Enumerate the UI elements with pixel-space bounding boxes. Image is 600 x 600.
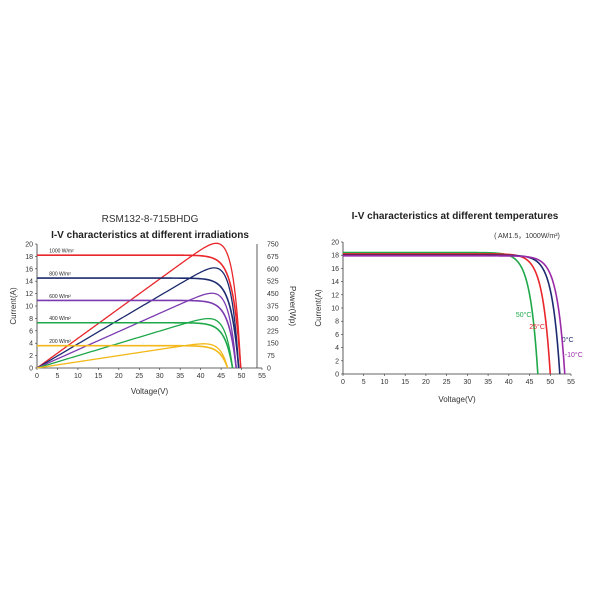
left-iv-curve bbox=[37, 344, 229, 369]
left-series-label: 600 W/m² bbox=[49, 294, 71, 300]
left-iv-curve bbox=[37, 299, 238, 369]
right-series-label: 0°C bbox=[562, 336, 574, 344]
right-x-tick-label: 10 bbox=[381, 379, 389, 386]
right-y-axis-label: Current(A) bbox=[314, 289, 323, 327]
left-iv-curve bbox=[37, 254, 242, 369]
left-y-tick-label: 0 bbox=[29, 366, 33, 373]
right-y-tick-label: 12 bbox=[331, 292, 339, 299]
left-y-tick-label: 10 bbox=[25, 304, 33, 311]
left-power-curve bbox=[36, 317, 234, 369]
right-x-tick-label: 35 bbox=[484, 379, 492, 386]
left-y2-tick-label: 225 bbox=[267, 328, 279, 335]
left-x-tick-label: 25 bbox=[135, 373, 143, 380]
right-y-tick-label: 20 bbox=[331, 240, 339, 247]
right-x-tick-label: 15 bbox=[401, 379, 409, 386]
left-x-tick-label: 30 bbox=[156, 373, 164, 380]
right-x-tick-label: 50 bbox=[546, 379, 554, 386]
left-chart-title: I-V characteristics at different irradia… bbox=[51, 230, 249, 241]
right-y-tick-label: 8 bbox=[335, 319, 339, 326]
left-y-tick-label: 18 bbox=[25, 254, 33, 261]
left-y2-tick-label: 150 bbox=[267, 341, 279, 348]
left-power-curve bbox=[36, 242, 242, 369]
left-power-curve bbox=[36, 292, 237, 369]
right-x-tick-label: 30 bbox=[463, 379, 471, 386]
right-x-axis-label: Voltage(V) bbox=[438, 395, 476, 404]
left-y-axis-label: Current(A) bbox=[9, 287, 18, 325]
right-y-tick-label: 2 bbox=[335, 358, 339, 365]
left-x-tick-label: 40 bbox=[197, 373, 205, 380]
left-y-tick-label: 6 bbox=[29, 328, 33, 335]
left-y2-tick-label: 0 bbox=[267, 366, 271, 373]
left-y2-tick-label: 600 bbox=[267, 266, 279, 273]
left-y-tick-label: 16 bbox=[25, 266, 33, 273]
right-x-tick-label: 40 bbox=[505, 379, 513, 386]
left-y-tick-label: 4 bbox=[29, 341, 33, 348]
left-y2-tick-label: 750 bbox=[267, 242, 279, 249]
right-y-tick-label: 0 bbox=[335, 372, 339, 379]
left-y-tick-label: 8 bbox=[29, 316, 33, 323]
right-y-tick-label: 18 bbox=[331, 253, 339, 260]
left-series-label: 400 W/m² bbox=[49, 316, 71, 322]
left-iv-curve bbox=[37, 321, 234, 369]
left-series-label: 1000 W/m² bbox=[49, 249, 74, 255]
left-y-tick-label: 2 bbox=[29, 353, 33, 360]
left-x-tick-label: 45 bbox=[217, 373, 225, 380]
left-x-tick-label: 5 bbox=[56, 373, 60, 380]
right-chart-title: I-V characteristics at different tempera… bbox=[352, 211, 559, 222]
left-series-label: 200 W/m² bbox=[49, 339, 71, 345]
left-x-axis-label: Voltage(V) bbox=[131, 387, 169, 396]
left-y-tick-label: 20 bbox=[25, 242, 33, 249]
left-x-tick-label: 0 bbox=[35, 373, 39, 380]
left-y2-axis-label: Power(Wp) bbox=[288, 286, 297, 326]
right-x-tick-label: 25 bbox=[443, 379, 451, 386]
right-series-label: 50°C bbox=[516, 311, 532, 319]
right-y-tick-label: 6 bbox=[335, 332, 339, 339]
left-series-label: 800 W/m² bbox=[49, 272, 71, 278]
left-iv-curve bbox=[37, 277, 240, 369]
right-series-label: -10°C bbox=[565, 351, 583, 359]
right-iv-curve bbox=[343, 251, 539, 375]
left-y2-tick-label: 300 bbox=[267, 316, 279, 323]
left-y2-tick-label: 675 bbox=[267, 254, 279, 261]
left-y2-tick-label: 375 bbox=[267, 304, 279, 311]
left-x-tick-label: 20 bbox=[115, 373, 123, 380]
right-y-tick-label: 4 bbox=[335, 345, 339, 352]
right-series-label: 25°C bbox=[529, 323, 545, 331]
left-y2-tick-label: 450 bbox=[267, 291, 279, 298]
left-x-tick-label: 10 bbox=[74, 373, 82, 380]
left-y2-tick-label: 525 bbox=[267, 279, 279, 286]
left-x-tick-label: 35 bbox=[176, 373, 184, 380]
left-model-name: RSM132-8-715BHDG bbox=[102, 214, 199, 225]
left-x-tick-label: 50 bbox=[238, 373, 246, 380]
right-x-tick-label: 55 bbox=[567, 379, 575, 386]
right-y-tick-label: 16 bbox=[331, 266, 339, 273]
left-x-tick-label: 55 bbox=[258, 373, 266, 380]
left-power-curve bbox=[36, 267, 240, 369]
right-x-tick-label: 20 bbox=[422, 379, 430, 386]
right-y-tick-label: 14 bbox=[331, 279, 339, 286]
right-x-tick-label: 45 bbox=[526, 379, 534, 386]
right-x-tick-label: 0 bbox=[341, 379, 345, 386]
left-y-tick-label: 14 bbox=[25, 279, 33, 286]
right-iv-curve bbox=[343, 255, 566, 375]
right-chart-subtitle: ( AM1.5，1000W/m²) bbox=[494, 233, 560, 240]
left-x-tick-label: 15 bbox=[94, 373, 102, 380]
right-x-tick-label: 5 bbox=[362, 379, 366, 386]
left-power-curve bbox=[36, 343, 229, 369]
left-y2-tick-label: 75 bbox=[267, 353, 275, 360]
right-y-tick-label: 10 bbox=[331, 306, 339, 313]
left-y-tick-label: 12 bbox=[25, 291, 33, 298]
